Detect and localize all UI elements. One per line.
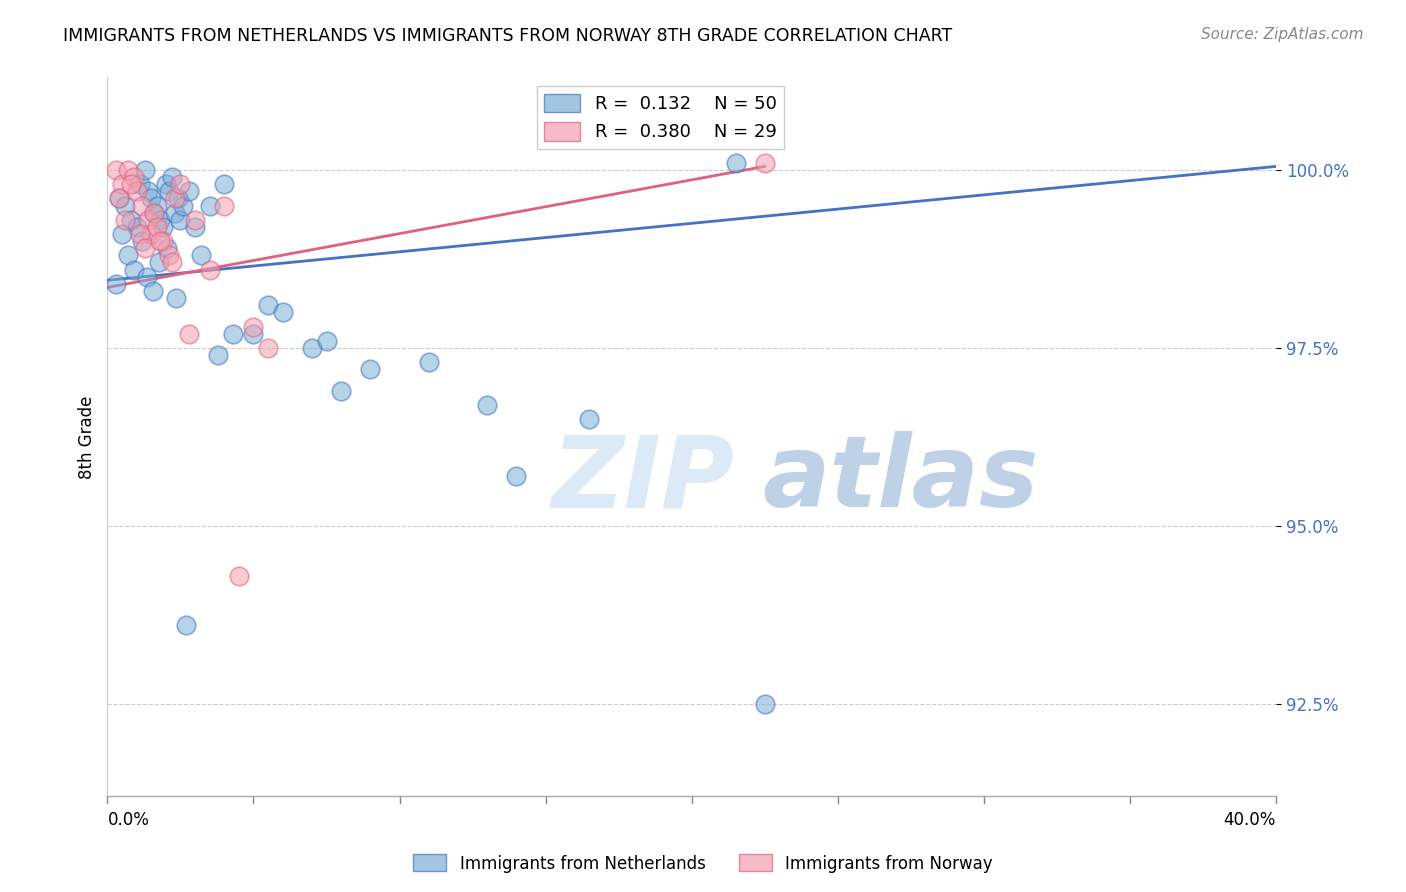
Point	[222, 326, 245, 341]
Point	[117, 248, 139, 262]
Point	[136, 212, 159, 227]
Point	[128, 177, 150, 191]
Point	[146, 219, 169, 234]
Point	[271, 305, 294, 319]
Point	[160, 255, 183, 269]
Point	[149, 234, 172, 248]
Y-axis label: 8th Grade: 8th Grade	[79, 395, 96, 478]
Point	[156, 241, 179, 255]
Point	[190, 248, 212, 262]
Point	[418, 355, 440, 369]
Point	[169, 177, 191, 191]
Point	[152, 219, 174, 234]
Point	[165, 291, 187, 305]
Point	[174, 618, 197, 632]
Point	[125, 184, 148, 198]
Point	[120, 212, 142, 227]
Point	[111, 227, 134, 241]
Point	[117, 163, 139, 178]
Point	[105, 163, 128, 178]
Point	[128, 227, 150, 241]
Point	[198, 198, 221, 212]
Point	[157, 184, 180, 198]
Point	[142, 284, 165, 298]
Point	[149, 212, 172, 227]
Point	[152, 234, 174, 248]
Point	[141, 191, 163, 205]
Point	[146, 198, 169, 212]
Point	[212, 177, 235, 191]
Point	[157, 248, 180, 262]
Point	[163, 191, 186, 205]
Point	[108, 191, 131, 205]
Point	[359, 362, 381, 376]
Point	[212, 198, 235, 212]
Point	[141, 227, 163, 241]
Point	[172, 198, 194, 212]
Point	[330, 384, 353, 398]
Text: IMMIGRANTS FROM NETHERLANDS VS IMMIGRANTS FROM NORWAY 8TH GRADE CORRELATION CHAR: IMMIGRANTS FROM NETHERLANDS VS IMMIGRANT…	[63, 27, 952, 45]
Point	[114, 212, 136, 227]
Text: 40.0%: 40.0%	[1223, 811, 1277, 829]
Point	[257, 298, 280, 312]
Point	[135, 269, 157, 284]
Point	[131, 234, 153, 248]
Point	[169, 212, 191, 227]
Point	[242, 326, 264, 341]
Point	[315, 334, 337, 348]
Point	[134, 163, 156, 178]
Point	[143, 205, 166, 219]
Point	[108, 191, 131, 205]
Point	[166, 191, 188, 205]
Point	[114, 198, 136, 212]
Point	[136, 184, 159, 198]
Text: ZIP: ZIP	[551, 432, 734, 528]
Point	[724, 156, 747, 170]
Text: Source: ZipAtlas.com: Source: ZipAtlas.com	[1201, 27, 1364, 42]
Point	[242, 319, 264, 334]
Point	[125, 219, 148, 234]
Point	[257, 341, 280, 355]
Legend: Immigrants from Netherlands, Immigrants from Norway: Immigrants from Netherlands, Immigrants …	[406, 847, 1000, 880]
Point	[754, 156, 776, 170]
Point	[184, 219, 207, 234]
Point	[148, 255, 170, 269]
Point	[179, 326, 201, 341]
Point	[754, 697, 776, 711]
Point	[301, 341, 323, 355]
Point	[155, 177, 177, 191]
Point	[477, 398, 499, 412]
Point	[505, 469, 527, 483]
Point	[179, 184, 201, 198]
Point	[134, 241, 156, 255]
Point	[198, 262, 221, 277]
Point	[122, 170, 145, 185]
Point	[143, 205, 166, 219]
Point	[228, 568, 250, 582]
Point	[578, 412, 600, 426]
Point	[111, 177, 134, 191]
Point	[163, 205, 186, 219]
Legend: R =  0.132    N = 50, R =  0.380    N = 29: R = 0.132 N = 50, R = 0.380 N = 29	[537, 87, 785, 149]
Point	[122, 262, 145, 277]
Text: 0.0%: 0.0%	[107, 811, 149, 829]
Point	[207, 348, 229, 362]
Point	[105, 277, 128, 291]
Point	[120, 177, 142, 191]
Point	[131, 198, 153, 212]
Point	[184, 212, 207, 227]
Point	[160, 170, 183, 185]
Text: atlas: atlas	[762, 432, 1039, 528]
